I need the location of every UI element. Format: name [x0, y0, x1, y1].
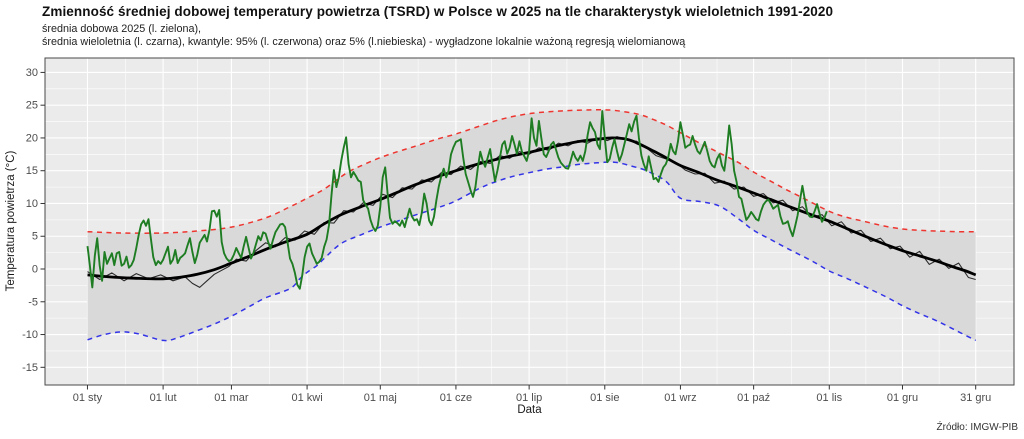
x-tick-label: 01 kwi	[291, 392, 322, 404]
y-tick-label: 20	[26, 132, 38, 144]
x-tick-label: 01 lis	[816, 392, 842, 404]
y-tick-label: 0	[32, 264, 38, 276]
x-tick-label: 01 maj	[364, 392, 397, 404]
x-tick-label: 01 mar	[214, 392, 249, 404]
chart-title: Zmienność średniej dobowej temperatury p…	[42, 4, 834, 19]
series-kwantyl_5-line	[87, 161, 977, 342]
y-tick-label: 30	[26, 67, 38, 79]
y-tick-label: -10	[22, 329, 38, 341]
x-tick-label: 01 lut	[150, 392, 177, 404]
y-tick-label: 15	[26, 165, 38, 177]
chart-subtitle-line1: średnia dobowa 2025 (l. zielona),	[42, 23, 202, 35]
x-axis-title: Data	[517, 404, 542, 416]
x-tick-label: 01 paź	[737, 392, 770, 404]
y-tick-label: -5	[28, 296, 38, 308]
x-tick-label: 01 lip	[516, 392, 542, 404]
x-tick-label: 31 gru	[960, 392, 991, 404]
x-tick-label: 01 cze	[440, 392, 472, 404]
x-tick-label: 01 sie	[590, 392, 619, 404]
series-srednia_dobowa_2025-line	[86, 110, 828, 290]
x-tick-label: 01 sty	[73, 392, 103, 404]
x-tick-label: 01 gru	[887, 392, 918, 404]
series-kwantyl_95-line	[87, 109, 976, 234]
y-tick-label: 10	[26, 198, 38, 210]
y-tick-label: -15	[22, 362, 38, 374]
y-tick-label: 5	[32, 231, 38, 243]
quantile-band	[87, 109, 976, 341]
x-tick-label: 01 wrz	[664, 392, 696, 404]
source-caption: Źródło: IMGW-PIB	[936, 422, 1019, 433]
y-tick-label: 25	[26, 100, 38, 112]
chart-subtitle-line2: średnia wieloletnia (l. czarna), kwantyl…	[42, 36, 686, 48]
